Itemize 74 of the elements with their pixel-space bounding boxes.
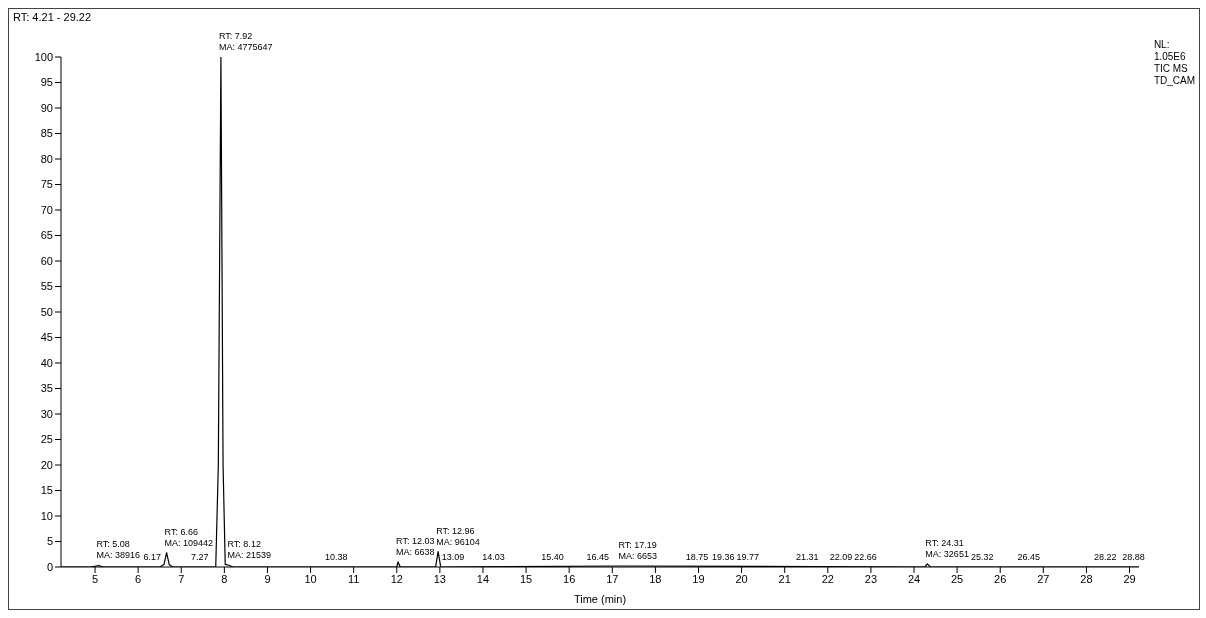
annotation: RT: 12.96 MA: 96104	[436, 525, 480, 547]
x-tick-label: 28	[1080, 572, 1093, 585]
annotation: 19.36	[712, 552, 735, 562]
y-tick-label: 65	[40, 229, 53, 242]
annotation: RT: 8.12 MA: 21539	[227, 539, 272, 561]
x-tick-label: 17	[606, 572, 619, 585]
y-tick-label: 20	[40, 458, 53, 471]
y-tick-label: 55	[40, 280, 53, 293]
x-tick-label: 22	[821, 572, 834, 585]
annotation: 22.09	[829, 552, 853, 562]
annotation: 19.77	[736, 552, 760, 562]
x-tick-label: 6	[135, 572, 142, 585]
x-tick-label: 12	[390, 572, 403, 585]
annotation: RT: 12.03 MA: 6638	[396, 535, 435, 557]
x-tick-label: 18	[649, 572, 662, 585]
x-tick-label: 21	[778, 572, 791, 585]
x-tick-label: 24	[907, 572, 921, 585]
annotation: RT: 7.92 MA: 4775647	[218, 31, 273, 52]
x-tick-label: 8	[221, 572, 228, 585]
x-tick-label: 15	[519, 572, 533, 585]
annotation: RT: 17.19 MA: 6653	[618, 539, 658, 561]
x-tick-label: 23	[864, 572, 878, 585]
annotation: 21.31	[796, 552, 819, 562]
annotation: RT: 24.31 MA: 32651	[925, 537, 969, 559]
x-tick-label: 14	[476, 572, 490, 585]
annotation: 10.38	[324, 552, 348, 562]
annotation: 7.27	[190, 552, 209, 562]
x-tick-label: 9	[264, 572, 271, 585]
y-tick-label: 95	[40, 76, 53, 89]
x-tick-label: 19	[692, 572, 705, 585]
chart-title: RT: 4.21 - 29.22	[13, 11, 92, 23]
x-tick-label: 5	[91, 572, 99, 585]
x-tick-label: 13	[433, 572, 446, 585]
y-tick-label: 60	[40, 254, 53, 267]
annotation: 28.22	[1093, 552, 1117, 562]
y-tick-label: 35	[40, 382, 53, 395]
x-axis-title: Time (min)	[573, 593, 627, 605]
annotation: 26.45	[1017, 552, 1041, 562]
annotation: 15.40	[541, 552, 564, 562]
y-tick-label: 15	[40, 484, 53, 497]
y-tick-label: 30	[40, 407, 53, 420]
y-tick-label: 85	[40, 127, 53, 140]
y-tick-label: 5	[46, 535, 53, 548]
y-tick-label: 50	[40, 305, 53, 318]
x-tick-label: 11	[347, 572, 360, 585]
y-tick-label: 40	[40, 356, 53, 369]
annotation: 28.88	[1122, 552, 1145, 562]
y-tick-label: 90	[40, 101, 53, 114]
annotation: RT: 5.08 MA: 38916	[96, 539, 141, 561]
y-tick-label: 75	[40, 178, 53, 191]
y-tick-label: 100	[34, 50, 53, 63]
x-tick-label: 16	[563, 572, 576, 585]
annotation: 6.17	[143, 552, 162, 562]
y-tick-label: 25	[40, 433, 53, 446]
x-tick-label: 20	[735, 572, 748, 585]
annotation: 13.09	[441, 552, 465, 562]
x-tick-label: 7	[178, 572, 185, 585]
text: NL: 1.05E6 TIC MS TD_CAM	[1153, 39, 1195, 87]
x-tick-label: 25	[950, 572, 964, 585]
x-tick-label: 10	[304, 572, 317, 585]
annotation: RT: 6.66 MA: 109442	[164, 526, 214, 548]
x-tick-label: 27	[1037, 572, 1050, 585]
y-tick-label: 10	[40, 509, 53, 522]
y-tick-label: 45	[40, 331, 53, 344]
x-tick-label: 26	[994, 572, 1007, 585]
annotation: 18.75	[685, 552, 709, 562]
annotation: 14.03	[482, 552, 505, 562]
annotation: 22.66	[854, 552, 877, 562]
annotation: 16.45	[586, 552, 610, 562]
annotation: 25.32	[970, 552, 994, 562]
x-tick-label: 29	[1123, 572, 1136, 585]
y-tick-label: 70	[40, 203, 53, 216]
y-tick-label: 0	[46, 560, 53, 573]
y-tick-label: 80	[40, 152, 53, 165]
